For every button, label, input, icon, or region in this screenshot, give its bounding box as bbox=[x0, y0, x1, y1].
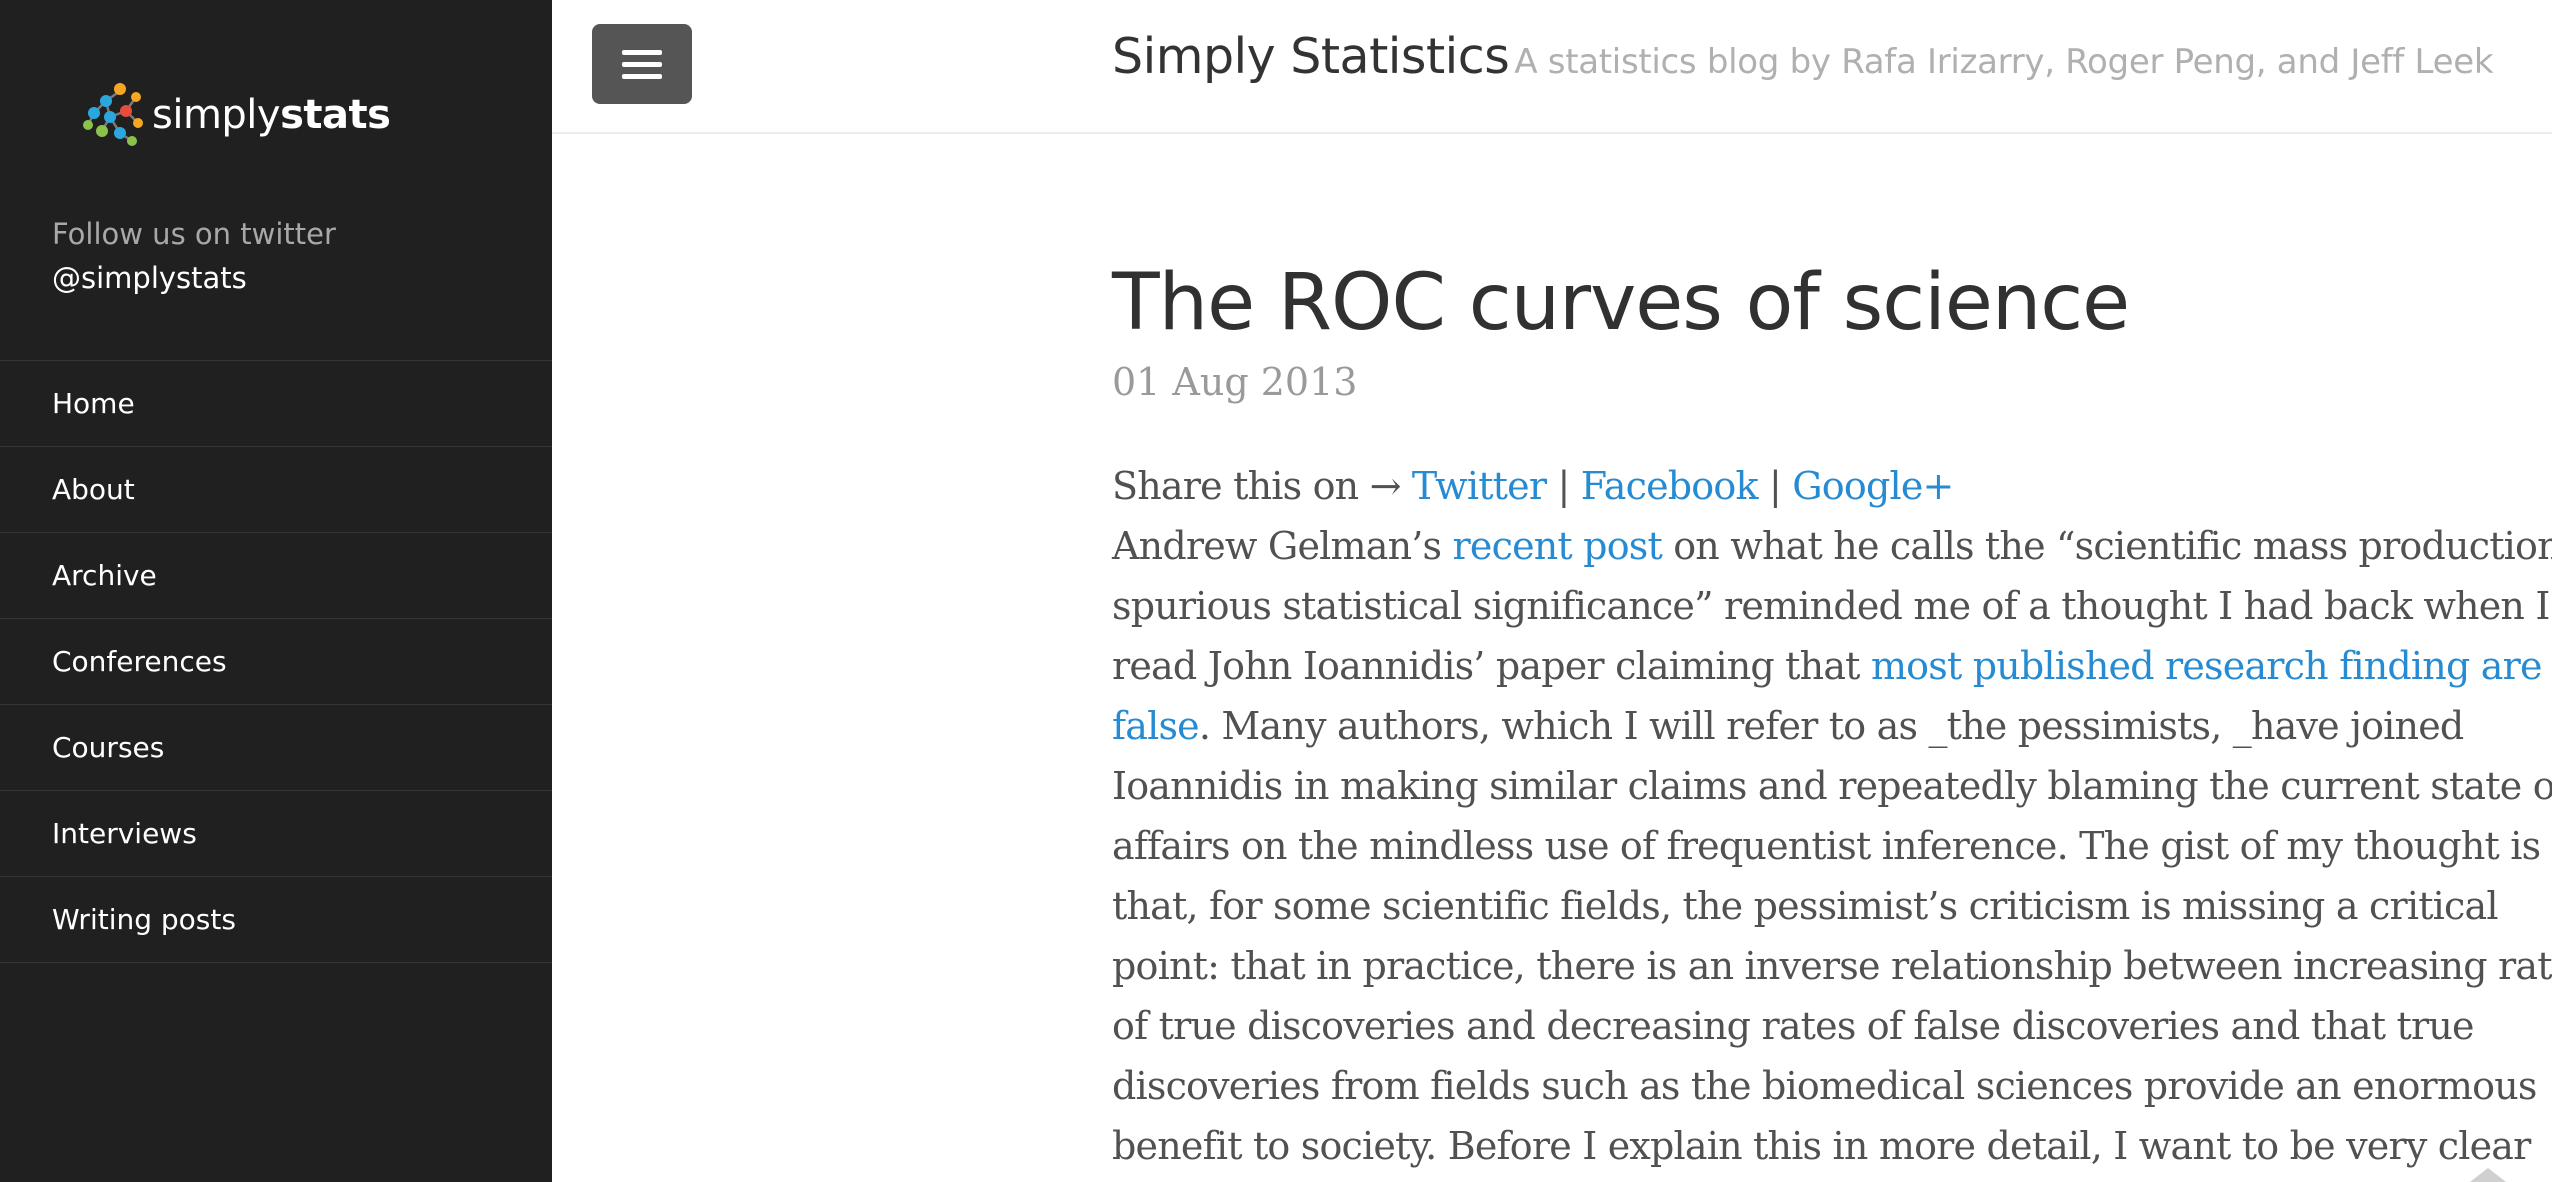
recent-post-link[interactable]: recent post bbox=[1452, 524, 1663, 568]
body-text: read John Ioannidis’ paper claiming that bbox=[1112, 644, 1871, 688]
body-line: of true discoveries and decreasing rates… bbox=[1112, 1004, 2475, 1048]
body-line: affairs on the mindless use of frequenti… bbox=[1112, 824, 2541, 868]
logo-stats: stats bbox=[280, 92, 391, 138]
share-facebook-link[interactable]: Facebook bbox=[1580, 464, 1759, 508]
post-title: The ROC curves of science bbox=[1112, 258, 2130, 348]
body-line: read John Ioannidis’ paper claiming that… bbox=[1112, 636, 2552, 696]
body-line: point: that in practice, there is an inv… bbox=[1112, 944, 2552, 988]
body-line: false. Many authors, which I will refer … bbox=[1112, 696, 2552, 756]
molecule-logo-icon bbox=[83, 83, 143, 146]
body-line: spurious statistical significance” remin… bbox=[1112, 584, 2550, 628]
sidebar-item-courses[interactable]: Courses bbox=[0, 705, 552, 791]
sidebar-toggle-button[interactable] bbox=[592, 24, 692, 104]
sidebar-item-archive[interactable]: Archive bbox=[0, 533, 552, 619]
logo-wordmark: simplystats bbox=[152, 92, 391, 138]
body-line: benefit to society. Before I explain thi… bbox=[1112, 1124, 2531, 1168]
site-title: Simply Statistics A statistics blog by R… bbox=[1112, 28, 2494, 85]
hamburger-icon bbox=[622, 73, 662, 79]
masthead bbox=[552, 0, 2552, 134]
follow-text: Follow us on twitter bbox=[52, 217, 336, 251]
hamburger-icon bbox=[622, 61, 662, 67]
ioannidis-paper-link[interactable]: most published research finding are bbox=[1870, 644, 2543, 688]
share-prefix: Share this on → bbox=[1112, 464, 1412, 508]
twitter-follow: Follow us on twitter @simplystats bbox=[52, 212, 336, 300]
site-name-link[interactable]: Simply Statistics bbox=[1112, 28, 1510, 85]
sidebar: simplystats Follow us on twitter @simply… bbox=[0, 0, 552, 1182]
share-googleplus-link[interactable]: Google+ bbox=[1792, 464, 1954, 508]
twitter-handle-link[interactable]: @simplystats bbox=[52, 261, 247, 295]
sidebar-item-conferences[interactable]: Conferences bbox=[0, 619, 552, 705]
body-text: on what he calls the “scientific mass pr… bbox=[1661, 524, 2552, 568]
share-twitter-link[interactable]: Twitter bbox=[1411, 464, 1547, 508]
sidebar-item-interviews[interactable]: Interviews bbox=[0, 791, 552, 877]
site-tagline: A statistics blog by Rafa Irizarry, Roge… bbox=[1514, 42, 2494, 82]
sidebar-item-about[interactable]: About bbox=[0, 447, 552, 533]
post-date: 01 Aug 2013 bbox=[1112, 360, 1358, 404]
post-body: Share this on → Twitter | Facebook | Goo… bbox=[1112, 456, 2552, 1176]
body-line: that, for some scientific fields, the pe… bbox=[1112, 884, 2499, 928]
ioannidis-paper-link-cont[interactable]: false bbox=[1112, 704, 1200, 748]
body-text: . Many authors, which I will refer to as… bbox=[1198, 704, 2464, 748]
share-line: Share this on → Twitter | Facebook | Goo… bbox=[1112, 456, 2552, 516]
hamburger-icon bbox=[622, 49, 662, 55]
sidebar-item-writing-posts[interactable]: Writing posts bbox=[0, 877, 552, 963]
body-line: Andrew Gelman’s recent post on what he c… bbox=[1112, 516, 2552, 576]
share-separator: | bbox=[1757, 464, 1793, 508]
site-logo[interactable]: simplystats bbox=[80, 74, 400, 154]
body-line: discoveries from fields such as the biom… bbox=[1112, 1064, 2537, 1108]
logo-simply: simply bbox=[152, 92, 281, 138]
body-text: Andrew Gelman’s bbox=[1112, 524, 1453, 568]
scroll-up-icon[interactable] bbox=[2470, 1168, 2506, 1182]
share-separator: | bbox=[1546, 464, 1581, 508]
sidebar-item-home[interactable]: Home bbox=[0, 361, 552, 447]
sidebar-nav: Home About Archive Conferences Courses I… bbox=[0, 360, 552, 963]
body-line: Ioannidis in making similar claims and r… bbox=[1112, 764, 2552, 808]
